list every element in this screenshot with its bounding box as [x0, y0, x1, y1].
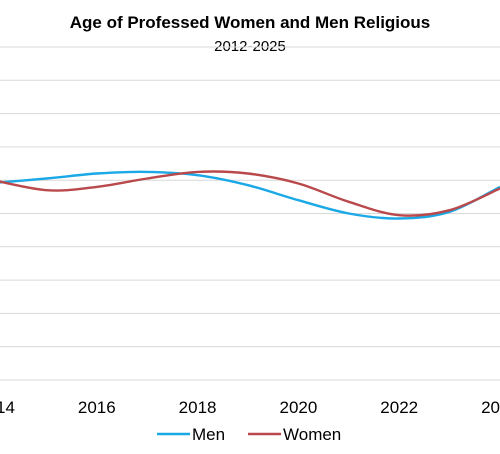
chart-title: Age of Professed Women and Men Religious: [70, 13, 431, 32]
x-tick-label: 2016: [78, 398, 116, 417]
series-line-women: [0, 170, 500, 217]
x-axis-ticks: 2014 2016 2018 2020 2022 2024: [0, 398, 500, 417]
x-tick-label: 2020: [279, 398, 317, 417]
gridlines: [0, 46, 500, 381]
x-tick-label: 2022: [380, 398, 418, 417]
legend-label-women: Women: [283, 425, 341, 444]
legend: Men Women: [157, 425, 341, 444]
x-tick-label: 2014: [0, 398, 15, 417]
x-tick-label: 2024: [481, 398, 500, 417]
series-line-men: [0, 170, 500, 220]
series-lines: [0, 170, 500, 220]
x-tick-label: 2018: [179, 398, 217, 417]
legend-label-men: Men: [192, 425, 225, 444]
